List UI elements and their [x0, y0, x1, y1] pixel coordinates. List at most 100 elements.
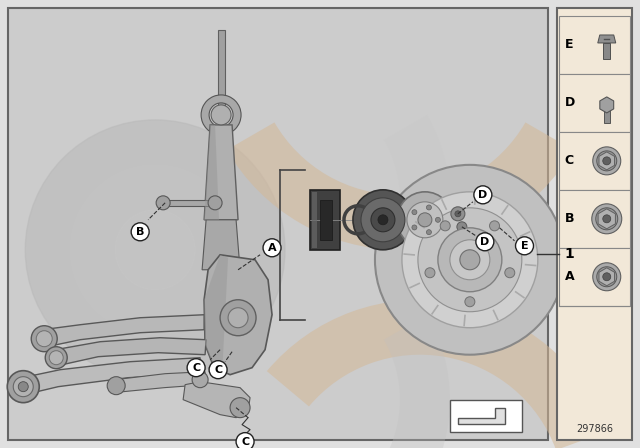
Polygon shape [599, 152, 614, 170]
Circle shape [426, 230, 431, 235]
Polygon shape [42, 315, 204, 348]
Bar [559, 132, 630, 190]
Circle shape [412, 210, 417, 215]
Polygon shape [53, 338, 206, 367]
Bar [557, 8, 632, 439]
Circle shape [220, 300, 256, 336]
Polygon shape [458, 408, 505, 424]
Polygon shape [598, 209, 616, 229]
Wedge shape [384, 115, 450, 285]
Circle shape [603, 157, 611, 165]
Polygon shape [600, 97, 614, 113]
Wedge shape [384, 315, 450, 448]
Circle shape [7, 370, 39, 403]
Circle shape [236, 433, 254, 448]
Bar [8, 8, 548, 439]
Circle shape [603, 273, 611, 281]
Circle shape [156, 196, 170, 210]
Circle shape [516, 237, 534, 255]
Circle shape [438, 228, 502, 292]
Bar [559, 74, 630, 132]
Circle shape [418, 208, 522, 312]
Circle shape [115, 210, 195, 290]
Circle shape [361, 198, 405, 242]
Text: C: C [564, 155, 574, 168]
Circle shape [263, 239, 281, 257]
Polygon shape [599, 268, 614, 286]
Circle shape [192, 372, 208, 388]
Circle shape [375, 165, 564, 355]
Bar [604, 105, 610, 123]
Circle shape [353, 190, 413, 250]
Bar [312, 192, 317, 248]
Circle shape [593, 263, 621, 291]
Bar [450, 400, 522, 431]
Circle shape [596, 208, 618, 230]
Circle shape [208, 196, 222, 210]
Polygon shape [204, 125, 219, 220]
Polygon shape [20, 358, 200, 396]
Circle shape [407, 202, 443, 238]
Circle shape [476, 233, 494, 251]
Circle shape [457, 222, 467, 232]
Text: D: D [564, 96, 575, 109]
Text: 297866: 297866 [576, 424, 612, 434]
Circle shape [460, 250, 480, 270]
Circle shape [440, 221, 450, 231]
Circle shape [596, 267, 617, 287]
Circle shape [505, 268, 515, 278]
Circle shape [435, 217, 440, 222]
Text: 1: 1 [564, 247, 575, 261]
Polygon shape [598, 35, 616, 43]
Bar [310, 190, 340, 250]
Circle shape [425, 268, 435, 278]
Wedge shape [227, 122, 573, 250]
Text: D: D [480, 237, 490, 247]
Bar [559, 16, 630, 74]
Bar [559, 248, 630, 306]
Circle shape [397, 192, 453, 248]
Circle shape [474, 186, 492, 204]
Wedge shape [201, 95, 241, 135]
Circle shape [455, 211, 461, 217]
Circle shape [490, 221, 500, 231]
Circle shape [211, 105, 231, 125]
Circle shape [70, 165, 240, 335]
Circle shape [371, 208, 395, 232]
Circle shape [131, 223, 149, 241]
Text: A: A [268, 243, 276, 253]
Circle shape [228, 308, 248, 328]
Circle shape [450, 240, 490, 280]
Circle shape [19, 382, 28, 392]
Circle shape [596, 151, 617, 171]
Circle shape [451, 207, 465, 221]
Bar [559, 190, 630, 248]
Circle shape [107, 377, 125, 395]
Text: E: E [564, 39, 573, 52]
Text: B: B [136, 227, 145, 237]
Circle shape [593, 147, 621, 175]
Circle shape [13, 377, 33, 396]
Polygon shape [204, 255, 272, 375]
Circle shape [187, 359, 205, 377]
Circle shape [412, 225, 417, 230]
Circle shape [36, 331, 52, 347]
Circle shape [465, 297, 475, 307]
Circle shape [31, 326, 57, 352]
Text: C: C [192, 363, 200, 373]
Text: B: B [564, 212, 574, 225]
Bar [165, 200, 213, 206]
Circle shape [603, 215, 611, 223]
Circle shape [45, 347, 67, 369]
Text: A: A [564, 270, 575, 283]
Bar [320, 200, 332, 240]
Text: D: D [478, 190, 488, 200]
Circle shape [230, 398, 250, 418]
Polygon shape [183, 382, 250, 418]
Polygon shape [204, 255, 228, 375]
Bar [218, 30, 225, 110]
Bar [603, 43, 610, 59]
Circle shape [49, 351, 63, 365]
Polygon shape [204, 125, 238, 220]
Circle shape [25, 120, 285, 379]
